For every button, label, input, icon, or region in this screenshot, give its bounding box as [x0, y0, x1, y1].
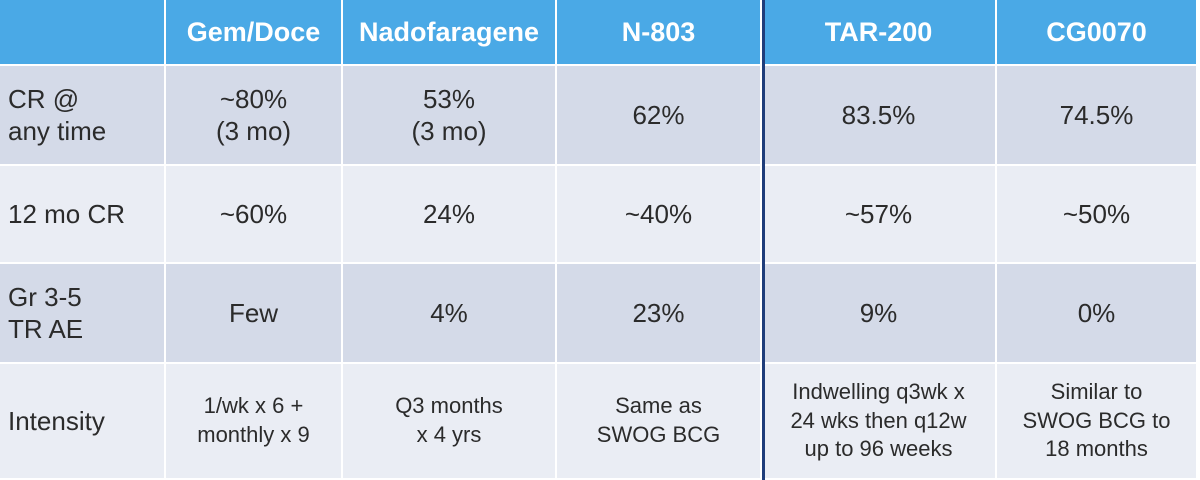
table-cell: ~40%: [557, 166, 762, 264]
header-tar-200: TAR-200: [762, 0, 997, 66]
cell-line: ~60%: [219, 198, 288, 229]
table-cell: 53% (3 mo): [343, 66, 557, 166]
table-cell: Q3 months x 4 yrs: [343, 364, 557, 480]
header-corner: [0, 0, 166, 66]
row-label-line: Intensity: [8, 405, 105, 436]
table-row-12-mo-cr: 12 mo CR ~60% 24% ~40% ~57% ~50%: [0, 166, 1198, 264]
table-cell: ~60%: [166, 166, 343, 264]
row-label: Intensity: [0, 364, 166, 480]
cell-line: Indwelling q3wk x: [792, 379, 965, 405]
cell-line: 0%: [1077, 297, 1116, 328]
cell-line: 62%: [632, 99, 685, 130]
cell-line: 9%: [859, 297, 898, 328]
table-cell: 4%: [343, 264, 557, 364]
cell-line: 53%: [422, 83, 476, 114]
table-cell: 9%: [762, 264, 997, 364]
cell-line: 83.5%: [841, 99, 916, 130]
cell-line: (3 mo): [411, 116, 487, 146]
table-cell: Similar to SWOG BCG to 18 months: [997, 364, 1198, 480]
cell-line: SWOG BCG: [596, 422, 721, 447]
cell-line: 24%: [422, 198, 476, 229]
row-label-line: TR AE: [8, 314, 84, 344]
row-label: 12 mo CR: [0, 166, 166, 264]
table-cell: Indwelling q3wk x 24 wks then q12w up to…: [762, 364, 997, 480]
row-label: Gr 3-5 TR AE: [0, 264, 166, 364]
table-cell: 24%: [343, 166, 557, 264]
cell-line: ~57%: [844, 198, 913, 229]
cell-line: monthly x 9: [197, 422, 310, 447]
cell-line: Q3 months: [395, 393, 503, 419]
header-cg0070: CG0070: [997, 0, 1198, 66]
table-cell: 74.5%: [997, 66, 1198, 166]
header-gem-doce: Gem/Doce: [166, 0, 343, 66]
cell-line: 4%: [430, 297, 468, 328]
header-nadofaragene: Nadofaragene: [343, 0, 557, 66]
row-label: CR @ any time: [0, 66, 166, 166]
cell-line: Few: [228, 297, 279, 328]
cell-line: 18 months: [1045, 436, 1148, 462]
header-n-803: N-803: [557, 0, 762, 66]
table-cell: 23%: [557, 264, 762, 364]
table-cell: ~57%: [762, 166, 997, 264]
cell-line: ~40%: [624, 198, 693, 229]
table-cell: 1/wk x 6 + monthly x 9: [166, 364, 343, 480]
cell-line: ~80%: [219, 83, 288, 114]
cell-line: SWOG BCG to: [1022, 407, 1171, 433]
row-label-line: CR @: [8, 83, 80, 114]
cell-line: 74.5%: [1059, 99, 1134, 130]
table-cell: 62%: [557, 66, 762, 166]
cell-line: up to 96 weeks: [804, 436, 953, 462]
table-cell: Same as SWOG BCG: [557, 364, 762, 480]
table-cell: 83.5%: [762, 66, 997, 166]
cell-line: ~50%: [1062, 198, 1131, 229]
column-divider-line: [762, 0, 765, 480]
table-cell: ~80% (3 mo): [166, 66, 343, 166]
cell-line: 24 wks then q12w: [790, 407, 967, 433]
table-row-intensity: Intensity 1/wk x 6 + monthly x 9 Q3 mont…: [0, 364, 1198, 480]
row-label-line: 12 mo CR: [8, 198, 126, 229]
table-cell: Few: [166, 264, 343, 364]
cell-line: 1/wk x 6 +: [203, 393, 304, 419]
table-cell: 0%: [997, 264, 1198, 364]
row-label-line: any time: [8, 116, 107, 146]
table-cell: ~50%: [997, 166, 1198, 264]
row-label-line: Gr 3-5: [8, 281, 82, 312]
cell-line: 23%: [632, 297, 685, 328]
table-row-cr-any-time: CR @ any time ~80% (3 mo) 53% (3 mo) 62%…: [0, 66, 1198, 166]
cell-line: x 4 yrs: [416, 422, 482, 447]
cell-line: Same as: [615, 393, 702, 419]
cell-line: Similar to: [1050, 379, 1143, 405]
cell-line: (3 mo): [215, 116, 292, 146]
header-row: Gem/Doce Nadofaragene N-803 TAR-200 CG00…: [0, 0, 1198, 66]
table-row-gr-3-5-tr-ae: Gr 3-5 TR AE Few 4% 23% 9% 0%: [0, 264, 1198, 364]
